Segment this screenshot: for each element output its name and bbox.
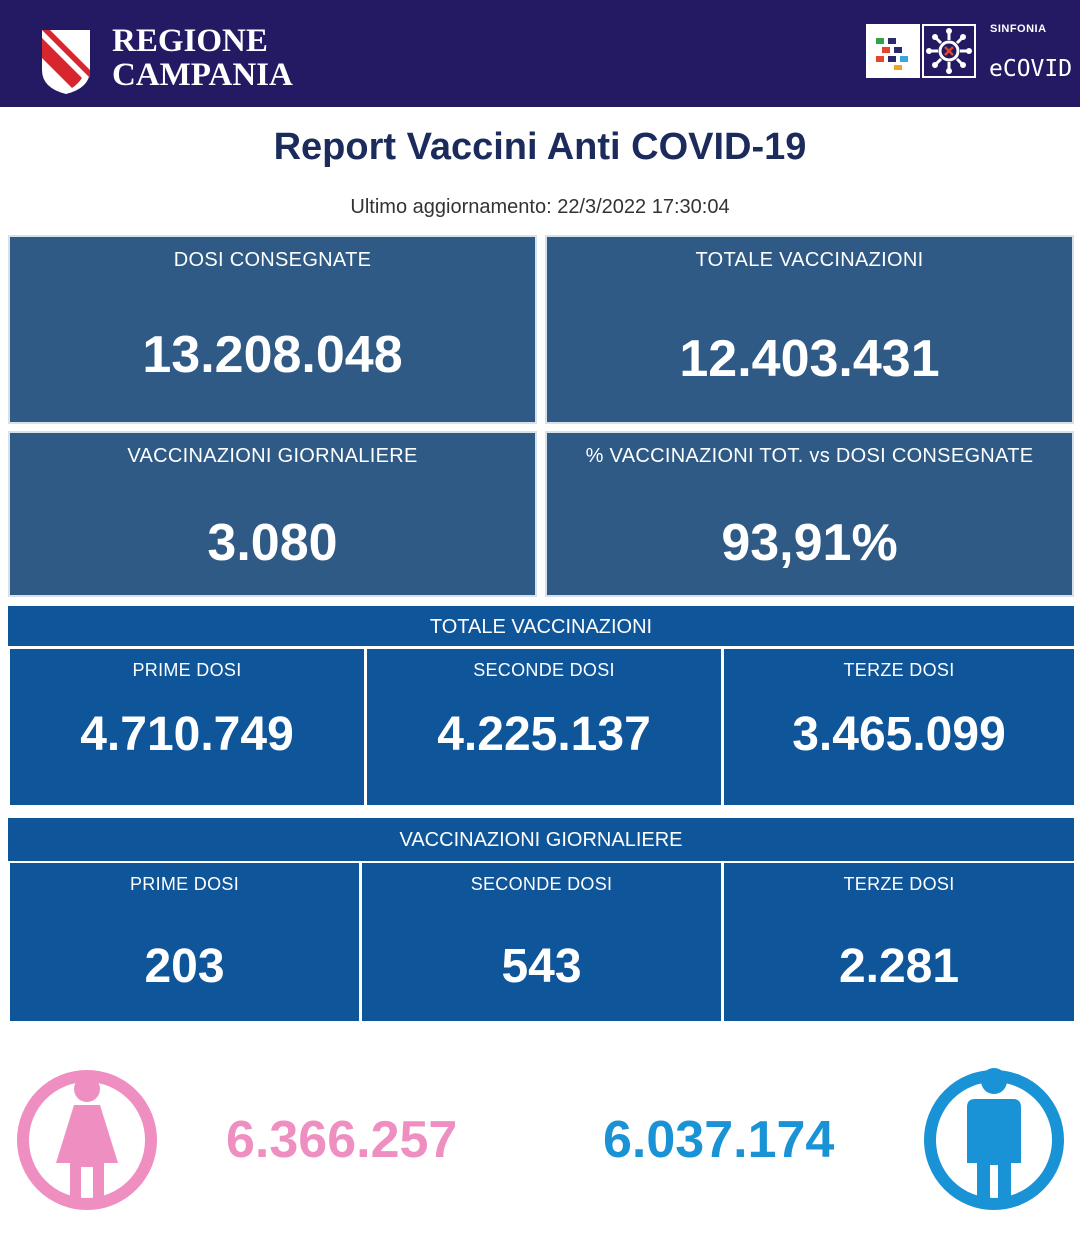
region-name-line1: REGIONE: [112, 23, 268, 59]
totale-seconde-dosi-card: SECONDE DOSI 4.225.137: [367, 649, 721, 805]
giornaliere-prime-dosi-card: PRIME DOSI 203: [10, 863, 359, 1021]
page-title: Report Vaccini Anti COVID-19: [273, 126, 807, 168]
virus-icon: [926, 28, 972, 74]
totale-seconde-dosi-label: SECONDE DOSI: [473, 660, 615, 680]
female-person-icon: [17, 1070, 157, 1210]
totale-prime-dosi-card: PRIME DOSI 4.710.749: [10, 649, 364, 805]
totale-terze-dosi-value: 3.465.099: [792, 708, 1006, 761]
giornaliere-terze-dosi-card: TERZE DOSI 2.281: [724, 863, 1074, 1021]
sinfonia-mosaic-icon: [876, 38, 908, 70]
percentuale-value: 93,91%: [721, 514, 898, 572]
dosi-consegnate-value: 13.208.048: [142, 326, 403, 384]
totale-vaccinazioni-label: TOTALE VACCINAZIONI: [695, 249, 924, 271]
totale-prime-dosi-label: PRIME DOSI: [132, 660, 242, 680]
percentuale-card: % VACCINAZIONI TOT. vs DOSI CONSEGNATE 9…: [545, 431, 1074, 597]
sinfonia-logo: [866, 24, 920, 78]
sinfonia-label: SINFONIA: [990, 23, 1047, 35]
totale-prime-dosi-value: 4.710.749: [80, 708, 294, 761]
header-bar: REGIONE CAMPANIA: [0, 0, 1080, 107]
giornaliere-prime-dosi-value: 203: [144, 940, 225, 993]
last-update-timestamp: Ultimo aggiornamento: 22/3/2022 17:30:04: [350, 196, 730, 218]
percentuale-label: % VACCINAZIONI TOT. vs DOSI CONSEGNATE: [585, 445, 1034, 467]
giornaliere-seconde-dosi-value: 543: [501, 940, 582, 993]
region-crest-icon: [42, 30, 90, 94]
giornaliere-prime-dosi-label: PRIME DOSI: [129, 874, 239, 894]
giornaliere-terze-dosi-label: TERZE DOSI: [843, 874, 955, 894]
totale-terze-dosi-card: TERZE DOSI 3.465.099: [724, 649, 1074, 805]
vaccinazioni-giornaliere-value: 3.080: [207, 514, 338, 572]
giornaliere-section-title: VACCINAZIONI GIORNALIERE: [8, 818, 1074, 861]
totale-vaccinazioni-value: 12.403.431: [679, 330, 940, 388]
region-name-line2: CAMPANIA: [112, 57, 293, 93]
ecovid-label: eCOVID: [989, 56, 1073, 82]
totale-section-title: TOTALE VACCINAZIONI: [8, 606, 1074, 646]
female-vaccinations-value: 6.366.257: [226, 1111, 458, 1169]
male-person-icon: [924, 1068, 1064, 1210]
giornaliere-seconde-dosi-card: SECONDE DOSI 543: [362, 863, 721, 1021]
vaccinazioni-giornaliere-card: VACCINAZIONI GIORNALIERE 3.080: [8, 431, 537, 597]
dosi-consegnate-label: DOSI CONSEGNATE: [173, 249, 372, 271]
giornaliere-terze-dosi-value: 2.281: [838, 940, 960, 993]
giornaliere-seconde-dosi-label: SECONDE DOSI: [470, 874, 613, 894]
dosi-consegnate-card: DOSI CONSEGNATE 13.208.048: [8, 235, 537, 424]
ecovid-logo: [922, 24, 976, 78]
totale-terze-dosi-label: TERZE DOSI: [843, 660, 955, 680]
totale-vaccinazioni-card: TOTALE VACCINAZIONI 12.403.431: [545, 235, 1074, 424]
region-name: REGIONE CAMPANIA: [112, 24, 293, 92]
vaccinazioni-giornaliere-label: VACCINAZIONI GIORNALIERE: [127, 445, 418, 467]
male-vaccinations-value: 6.037.174: [603, 1111, 835, 1169]
totale-seconde-dosi-value: 4.225.137: [437, 708, 651, 761]
